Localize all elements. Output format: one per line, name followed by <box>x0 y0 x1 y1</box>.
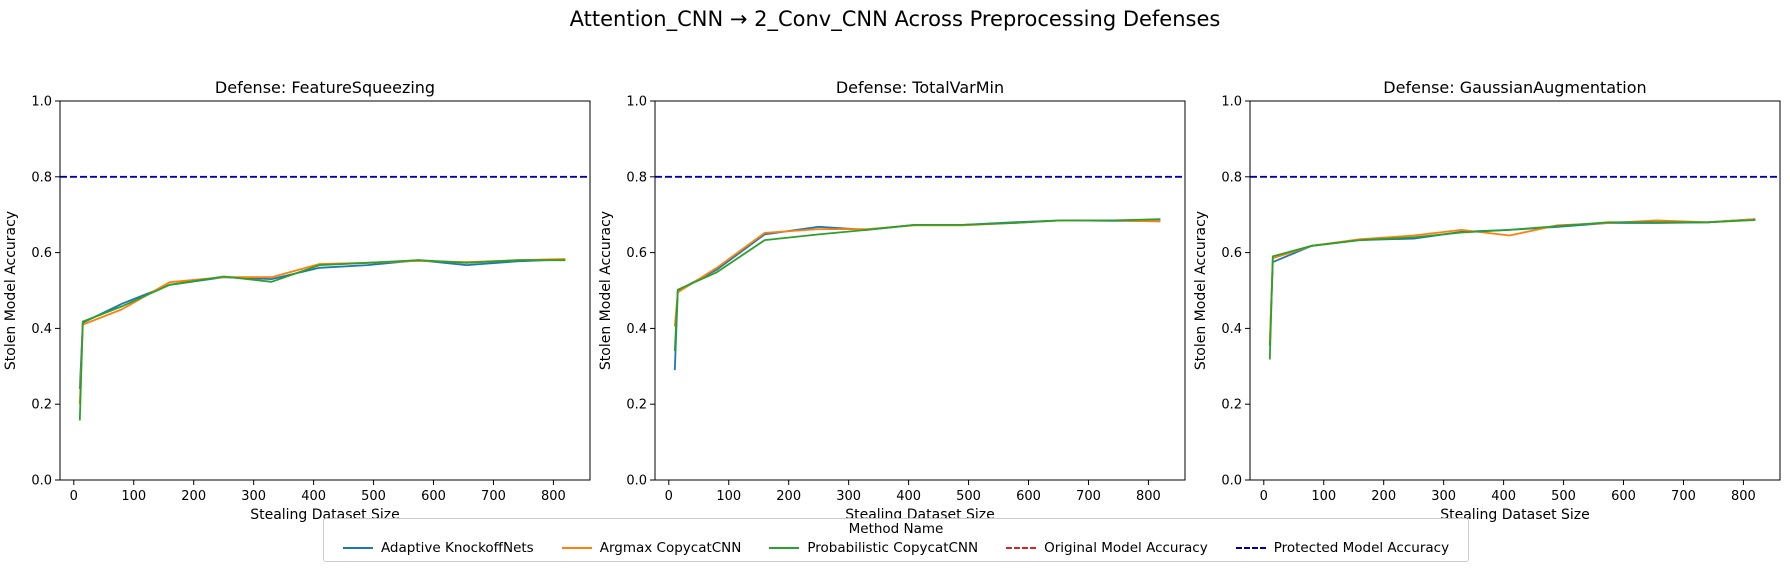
series-line-argmax-copycatcnn <box>1268 218 1756 342</box>
x-tick-label: 600 <box>421 489 446 504</box>
legend-item: Protected Model Accuracy <box>1235 540 1450 556</box>
y-tick-label: 0.4 <box>626 322 647 337</box>
legend-item: Probabilistic CopycatCNN <box>769 540 978 556</box>
y-tick-label: 1.0 <box>1221 95 1242 110</box>
x-tick-label: 600 <box>1611 489 1636 504</box>
y-tick-label: 0.4 <box>31 322 52 337</box>
series-line-probabilistic-copycatcnn <box>673 218 1161 352</box>
x-tick-label: 500 <box>956 489 981 504</box>
x-tick-label: 500 <box>361 489 386 504</box>
legend-label: Protected Model Accuracy <box>1273 540 1450 556</box>
series-line-adaptive-knockoffnets <box>673 219 1161 371</box>
y-tick-label: 0.8 <box>1221 170 1242 185</box>
legend-label: Original Model Accuracy <box>1044 540 1208 556</box>
legend-items: Adaptive KnockoffNets Argmax CopycatCNN Pr… <box>324 540 1468 556</box>
legend-swatch <box>769 547 800 549</box>
y-tick-label: 0.8 <box>31 170 52 185</box>
x-tick-label: 800 <box>541 489 566 504</box>
x-tick-label: 0 <box>665 489 673 504</box>
x-tick-label: 700 <box>1076 489 1101 504</box>
y-tick-label: 0.2 <box>626 398 647 413</box>
y-tick-label: 0.4 <box>1221 322 1242 337</box>
y-axis-label: Stolen Model Accuracy <box>1193 211 1209 370</box>
x-tick-label: 200 <box>776 489 801 504</box>
panel-title: Defense: TotalVarMin <box>836 78 1004 97</box>
x-tick-label: 700 <box>481 489 506 504</box>
x-tick-label: 100 <box>716 489 741 504</box>
legend-label: Adaptive KnockoffNets <box>380 540 534 556</box>
y-tick-label: 0.0 <box>1221 474 1242 489</box>
figure-title: Attention_CNN → 2_Conv_CNN Across Prepro… <box>570 7 1221 32</box>
x-tick-label: 300 <box>1431 489 1456 504</box>
x-tick-label: 200 <box>1371 489 1396 504</box>
series-line-adaptive-knockoffnets <box>1268 218 1756 346</box>
chart-panel-3: Defense: GaussianAugmentation 0.0 0.2 0.4 0.… <box>1193 78 1781 523</box>
series-line-argmax-copycatcnn <box>78 258 566 405</box>
x-tick-label: 300 <box>836 489 861 504</box>
legend-item: Adaptive KnockoffNets <box>342 540 534 556</box>
legend-item: Argmax CopycatCNN <box>561 540 742 556</box>
chart-panels: Defense: FeatureSqueezing 0.0 0.2 0.4 0.6 0.8… <box>3 78 1781 523</box>
panel-title: Defense: FeatureSqueezing <box>215 78 435 97</box>
x-tick-label: 400 <box>1491 489 1516 504</box>
legend-label: Argmax CopycatCNN <box>599 540 742 556</box>
x-tick-label: 300 <box>241 489 266 504</box>
legend-swatch <box>1006 547 1037 549</box>
plot-frame <box>59 100 591 481</box>
x-tick-label: 800 <box>1136 489 1161 504</box>
y-tick-label: 1.0 <box>626 95 647 110</box>
y-tick-label: 0.2 <box>1221 398 1242 413</box>
y-tick-label: 0.0 <box>626 474 647 489</box>
y-tick-label: 0.6 <box>626 246 647 261</box>
legend-title: Method Name <box>848 521 944 537</box>
legend-label: Probabilistic CopycatCNN <box>807 540 979 556</box>
x-tick-label: 600 <box>1016 489 1041 504</box>
series-line-argmax-copycatcnn <box>673 219 1161 327</box>
y-tick-label: 0.6 <box>1221 246 1242 261</box>
legend: Method Name Adaptive KnockoffNets Argmax … <box>323 518 1469 562</box>
plot-frame <box>654 100 1186 481</box>
x-tick-label: 800 <box>1731 489 1756 504</box>
x-tick-label: 400 <box>301 489 326 504</box>
x-axis-label: Stealing Dataset Size <box>1440 507 1590 523</box>
y-tick-label: 0.2 <box>31 398 52 413</box>
y-tick-label: 0.6 <box>31 246 52 261</box>
chart-panel-1: Defense: FeatureSqueezing 0.0 0.2 0.4 0.6 0.8… <box>3 78 591 523</box>
legend-swatch <box>561 547 592 549</box>
x-tick-label: 700 <box>1671 489 1696 504</box>
x-tick-label: 500 <box>1551 489 1576 504</box>
y-tick-label: 0.0 <box>31 474 52 489</box>
x-tick-label: 100 <box>1311 489 1336 504</box>
series-line-probabilistic-copycatcnn <box>78 259 566 421</box>
x-tick-label: 0 <box>1260 489 1268 504</box>
panel-title: Defense: GaussianAugmentation <box>1383 78 1646 97</box>
x-tick-label: 200 <box>181 489 206 504</box>
chart-panel-2: Defense: TotalVarMin 0.0 0.2 0.4 0.6 0.8 1.0 0 1… <box>598 78 1186 523</box>
legend-swatch <box>342 547 373 549</box>
plot-frame <box>1249 100 1781 481</box>
series-line-probabilistic-copycatcnn <box>1268 219 1756 360</box>
x-tick-label: 0 <box>70 489 78 504</box>
series-line-adaptive-knockoffnets <box>78 258 566 390</box>
y-axis-label: Stolen Model Accuracy <box>598 211 614 370</box>
legend-swatch <box>1235 547 1266 549</box>
legend-item: Original Model Accuracy <box>1006 540 1208 556</box>
x-tick-label: 100 <box>121 489 146 504</box>
y-tick-label: 0.8 <box>626 170 647 185</box>
x-tick-label: 400 <box>896 489 921 504</box>
y-axis-label: Stolen Model Accuracy <box>3 211 19 370</box>
y-tick-label: 1.0 <box>31 95 52 110</box>
